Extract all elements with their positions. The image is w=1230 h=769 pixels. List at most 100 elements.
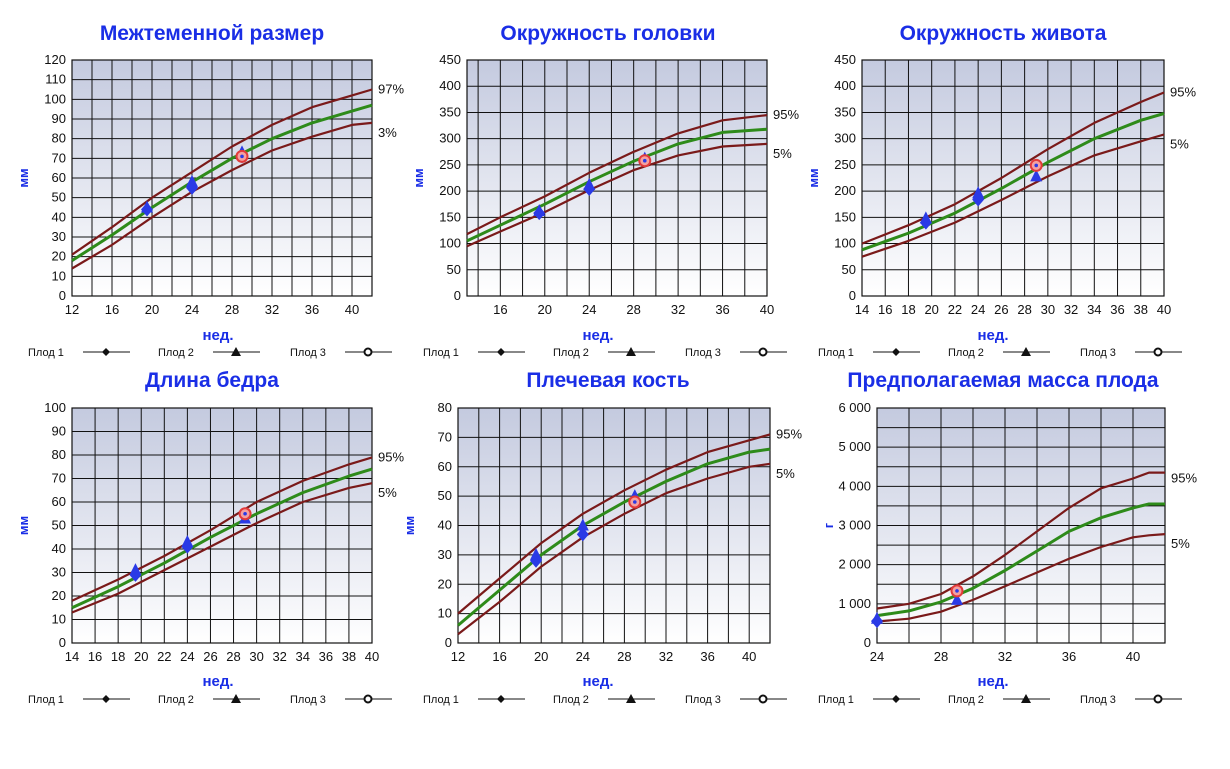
data-point-fetus-2 [186, 174, 198, 187]
legend-label: Плод 3 [290, 694, 326, 706]
data-point-fetus-2 [1030, 169, 1043, 182]
upper-percentile-label: 95% [1170, 85, 1196, 100]
chart-title: Окружность живота [900, 22, 1107, 45]
plot-border [876, 407, 1166, 644]
x-tick-label: 40 [760, 302, 774, 317]
x-tick-label: 28 [626, 302, 640, 317]
y-tick-label: 110 [45, 72, 66, 87]
x-axis-label: нед. [582, 327, 613, 344]
x-tick-label: 36 [715, 302, 729, 317]
legend-label: Плод 1 [423, 694, 459, 706]
y-tick-label: 100 [44, 91, 66, 106]
percentile-line-lower [876, 533, 1166, 623]
x-tick-label: 28 [226, 649, 240, 664]
y-tick-label: 50 [52, 190, 66, 205]
y-tick-label: 50 [447, 262, 461, 277]
x-tick-label: 26 [994, 302, 1008, 317]
data-point-fetus-2 [576, 518, 589, 531]
y-tick-label: 10 [438, 606, 452, 621]
x-tick-label: 34 [1087, 302, 1101, 317]
y-axis-label: г [821, 522, 836, 528]
x-axis-label: нед. [202, 327, 233, 344]
lower-percentile-label: 5% [1171, 536, 1190, 551]
percentile-line-lower [466, 142, 768, 248]
diamond-marker-icon [497, 695, 505, 703]
x-tick-label: 26 [203, 649, 217, 664]
y-tick-label: 450 [439, 52, 461, 67]
y-axis-label: мм [402, 516, 417, 535]
percentile-line-upper [876, 471, 1165, 610]
data-point-fetus-2 [871, 611, 883, 624]
y-tick-label: 100 [834, 236, 856, 251]
y-tick-label: 20 [438, 576, 452, 591]
percentile-line-upper [457, 433, 771, 615]
legend-label: Плод 3 [1080, 347, 1116, 359]
chart-4: Длина бедра 0 10 20 30 40 50 60 70 80 90 100 14 16 18 2… [16, 369, 404, 706]
y-tick-label: 50 [52, 518, 66, 533]
triangle-marker-icon [626, 694, 636, 703]
y-tick-label: 20 [52, 588, 66, 603]
y-tick-label: 0 [454, 288, 461, 303]
triangle-marker-icon [231, 347, 241, 356]
percentile-line-upper [466, 114, 768, 236]
y-tick-label: 4 000 [838, 478, 871, 493]
chart-1: Межтеменной размер 0 10 20 30 40 50 60 70 80 90 100… [16, 22, 404, 359]
plot-border [71, 59, 373, 297]
y-tick-label: 300 [834, 131, 856, 146]
x-tick-label: 28 [617, 649, 631, 664]
data-point-fetus-1 [576, 527, 589, 542]
data-point-fetus-3-center [243, 511, 247, 516]
y-tick-label: 50 [842, 262, 856, 277]
percentile-line-median [71, 103, 373, 262]
y-tick-label: 400 [834, 78, 856, 93]
legend-label: Плод 2 [553, 347, 589, 359]
chart-2: Окружность головки 0 50 100 150 200 250 300 350 4… [411, 22, 799, 359]
plot-border [861, 59, 1165, 297]
y-tick-label: 6 000 [838, 400, 871, 415]
y-tick-label: 100 [44, 400, 66, 415]
chart-3: Окружность живота 0 50 100 150 200 250 300 350 40… [806, 22, 1196, 359]
chart-legend: Плод 1 Плод 2 Плод 3 [423, 694, 787, 706]
percentile-line-lower [71, 121, 373, 270]
lower-percentile-label: 5% [378, 485, 397, 500]
data-point-fetus-2 [530, 547, 542, 560]
lower-percentile-label: 5% [773, 146, 792, 161]
x-axis-label: нед. [977, 327, 1008, 344]
y-tick-label: 2 000 [838, 557, 871, 572]
x-tick-label: 32 [265, 302, 279, 317]
y-tick-label: 20 [52, 249, 66, 264]
legend-label: Плод 2 [948, 347, 984, 359]
y-tick-label: 40 [52, 209, 66, 224]
plot-border [466, 59, 768, 297]
x-tick-label: 32 [1064, 302, 1078, 317]
x-axis-label: нед. [582, 673, 613, 690]
chart-legend: Плод 1 Плод 2 Плод 3 [818, 694, 1182, 706]
y-tick-label: 150 [439, 209, 461, 224]
y-tick-label: 250 [439, 157, 461, 172]
triangle-marker-icon [1021, 694, 1031, 703]
legend-label: Плод 1 [28, 694, 64, 706]
y-tick-label: 0 [59, 635, 66, 650]
diamond-marker-icon [102, 695, 110, 703]
legend-label: Плод 1 [818, 694, 854, 706]
upper-percentile-label: 95% [773, 107, 799, 122]
data-point-fetus-3-center [955, 589, 959, 593]
y-tick-label: 50 [438, 488, 452, 503]
percentile-line-upper [71, 88, 373, 256]
x-tick-label: 18 [901, 302, 915, 317]
legend-label: Плод 3 [1080, 694, 1116, 706]
upper-percentile-label: 97% [378, 82, 404, 97]
data-point-fetus-2 [141, 200, 153, 213]
y-tick-label: 40 [52, 541, 66, 556]
x-tick-label: 36 [319, 649, 333, 664]
x-tick-label: 20 [534, 649, 548, 664]
x-tick-label: 24 [576, 649, 590, 664]
x-tick-label: 32 [998, 649, 1012, 664]
x-tick-label: 12 [65, 302, 79, 317]
plot-border [457, 407, 771, 644]
plot-border [71, 407, 373, 644]
x-tick-label: 14 [855, 302, 869, 317]
y-tick-label: 10 [52, 268, 66, 283]
data-point-fetus-3-center [633, 500, 637, 504]
diamond-marker-icon [892, 348, 900, 356]
